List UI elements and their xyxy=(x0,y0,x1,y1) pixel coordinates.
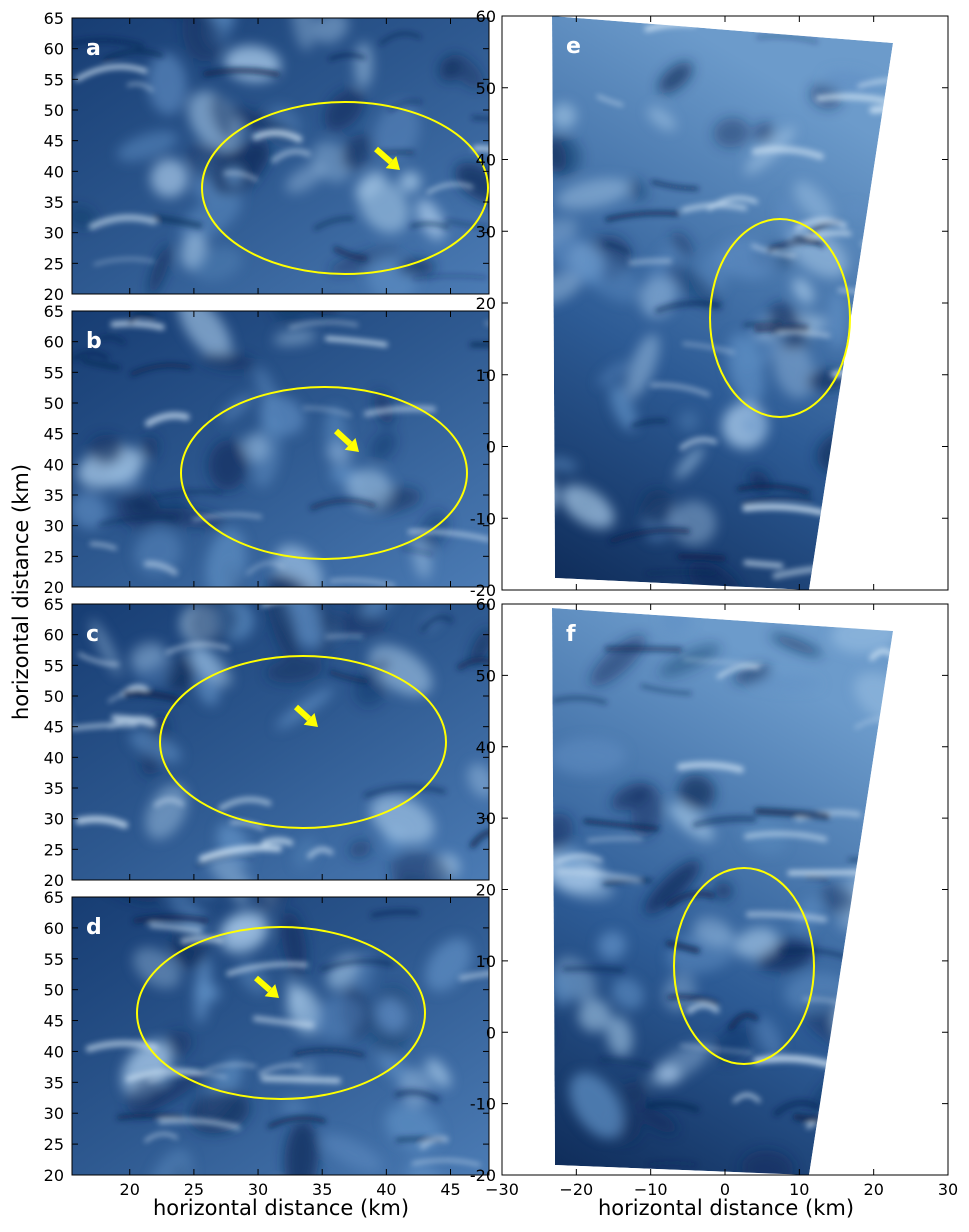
x-tick-label: 10 xyxy=(789,1180,809,1199)
x-tick-label: −30 xyxy=(485,1180,519,1199)
panel-c: c xyxy=(71,603,490,881)
x-tick-label: 30 xyxy=(248,1180,268,1199)
y-tick-label: 65 xyxy=(44,302,64,321)
panel-f: f xyxy=(501,603,949,1176)
y-tick-label: 20 xyxy=(44,285,64,304)
y-tick-label: 55 xyxy=(44,70,64,89)
x-tick-label: 30 xyxy=(938,1180,958,1199)
y-tick-label: 40 xyxy=(44,748,64,767)
y-tick-label: 55 xyxy=(44,363,64,382)
axis-ticks: 2025303540455055606520253035404550556065… xyxy=(44,7,959,1199)
panel-letter: d xyxy=(86,915,102,940)
y-tick-label: 25 xyxy=(44,547,64,566)
y-tick-label: 45 xyxy=(44,425,64,444)
panel-letter: c xyxy=(86,622,99,647)
x-axis-label-right: horizontal distance (km) xyxy=(598,1196,854,1220)
vortex-ellipse xyxy=(673,867,815,1065)
y-tick-label: -20 xyxy=(470,581,496,600)
panel-a: a xyxy=(71,17,490,295)
y-tick-label: 45 xyxy=(44,1012,64,1031)
y-tick-label: 30 xyxy=(476,222,496,241)
arrow-icon xyxy=(293,704,318,727)
y-tick-label: 20 xyxy=(44,578,64,597)
y-tick-label: 0 xyxy=(486,438,496,457)
x-tick-label: −20 xyxy=(559,1180,593,1199)
y-tick-label: 60 xyxy=(44,333,64,352)
y-tick-label: 20 xyxy=(44,1166,64,1185)
x-tick-label: 20 xyxy=(864,1180,884,1199)
y-tick-label: 10 xyxy=(476,366,496,385)
y-tick-label: 35 xyxy=(44,1073,64,1092)
x-tick-label: 25 xyxy=(184,1180,204,1199)
y-tick-label: -20 xyxy=(470,1166,496,1185)
y-tick-label: 55 xyxy=(44,950,64,969)
y-tick-label: 20 xyxy=(44,871,64,890)
y-tick-label: 20 xyxy=(476,294,496,313)
y-tick-label: 35 xyxy=(44,193,64,212)
y-tick-label: 20 xyxy=(476,881,496,900)
x-tick-label: 40 xyxy=(376,1180,396,1199)
arrow-icon xyxy=(333,428,359,452)
y-tick-label: 50 xyxy=(476,79,496,98)
y-tick-label: 30 xyxy=(476,809,496,828)
vortex-ellipse xyxy=(201,101,489,275)
arrow-icon xyxy=(374,146,400,170)
y-tick-label: 60 xyxy=(476,595,496,614)
panel-letter: f xyxy=(566,622,576,647)
x-tick-label: 0 xyxy=(720,1180,730,1199)
y-tick-label: 25 xyxy=(44,1135,64,1154)
x-tick-label: 45 xyxy=(440,1180,460,1199)
y-tick-label: 30 xyxy=(44,1104,64,1123)
y-tick-label: 60 xyxy=(44,919,64,938)
vortex-ellipse xyxy=(136,926,426,1100)
y-axis-label: horizontal distance (km) xyxy=(9,464,33,720)
y-tick-label: 30 xyxy=(44,517,64,536)
y-tick-label: 40 xyxy=(44,455,64,474)
y-tick-label: 0 xyxy=(486,1023,496,1042)
y-tick-label: -10 xyxy=(470,509,496,528)
y-tick-label: 65 xyxy=(44,9,64,28)
y-tick-label: 40 xyxy=(476,738,496,757)
y-tick-label: 50 xyxy=(44,687,64,706)
arrow-icon xyxy=(254,975,279,998)
vortex-ellipse xyxy=(159,655,447,829)
panel-letter: e xyxy=(566,34,581,59)
y-tick-label: 45 xyxy=(44,132,64,151)
y-tick-label: -10 xyxy=(470,1095,496,1114)
y-tick-label: 40 xyxy=(476,151,496,170)
y-tick-label: 65 xyxy=(44,888,64,907)
y-tick-label: 50 xyxy=(44,101,64,120)
x-tick-label: 35 xyxy=(312,1180,332,1199)
y-tick-label: 40 xyxy=(44,162,64,181)
y-tick-label: 45 xyxy=(44,718,64,737)
y-tick-label: 60 xyxy=(476,7,496,26)
y-tick-label: 55 xyxy=(44,656,64,675)
y-tick-label: 35 xyxy=(44,486,64,505)
y-tick-label: 40 xyxy=(44,1042,64,1061)
panel-e: e xyxy=(501,15,949,591)
panel-d: d xyxy=(71,896,490,1176)
y-tick-label: 30 xyxy=(44,810,64,829)
panel-letter: a xyxy=(86,36,101,61)
x-tick-label: 20 xyxy=(120,1180,140,1199)
vortex-ellipse xyxy=(180,386,468,560)
y-tick-label: 50 xyxy=(44,394,64,413)
y-tick-label: 25 xyxy=(44,254,64,273)
y-tick-label: 10 xyxy=(476,952,496,971)
vortex-ellipse xyxy=(709,218,851,418)
y-tick-label: 60 xyxy=(44,40,64,59)
y-tick-label: 50 xyxy=(476,666,496,685)
y-tick-label: 65 xyxy=(44,595,64,614)
y-tick-label: 30 xyxy=(44,224,64,243)
x-tick-label: −10 xyxy=(634,1180,668,1199)
x-axis-label-left: horizontal distance (km) xyxy=(153,1196,409,1220)
y-tick-label: 50 xyxy=(44,981,64,1000)
y-tick-label: 35 xyxy=(44,779,64,798)
panel-letter: b xyxy=(86,329,102,354)
y-tick-label: 25 xyxy=(44,840,64,859)
y-tick-label: 60 xyxy=(44,626,64,645)
panel-b: b xyxy=(71,310,490,588)
